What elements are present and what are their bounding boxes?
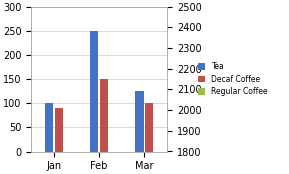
Bar xyxy=(136,91,144,152)
Bar xyxy=(90,31,98,152)
Bar xyxy=(55,108,63,152)
Bar xyxy=(45,103,53,152)
Legend: Tea, Decaf Coffee, Regular Coffee: Tea, Decaf Coffee, Regular Coffee xyxy=(195,60,271,99)
Bar xyxy=(145,103,153,152)
Bar xyxy=(100,79,108,152)
